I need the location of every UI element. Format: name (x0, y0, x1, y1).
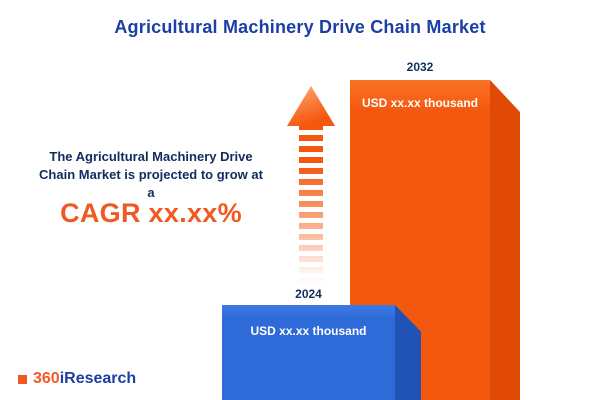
bar-2024-value-label: USD xx.xx thousand (250, 324, 367, 338)
description-line1: The Agricultural Machinery Drive (49, 149, 253, 164)
cagr-value: CAGR xx.xx% (60, 198, 242, 228)
page-title: Agricultural Machinery Drive Chain Marke… (114, 17, 486, 37)
description-line2: Chain Market is projected to grow at (39, 167, 263, 182)
growth-arrow-icon (287, 86, 335, 288)
growth-arrow-fade (299, 124, 323, 288)
logo-square-icon (18, 374, 27, 384)
logo-text: 360iResearch (33, 371, 136, 387)
bar-2032-value-label: USD xx.xx thousand (361, 96, 479, 110)
logo-suffix: iResearch (59, 370, 137, 387)
bar-2032-side (490, 80, 520, 400)
growth-arrow-head (287, 86, 335, 126)
bar-2024-front (222, 305, 395, 400)
brand-logo: 360iResearch (18, 371, 136, 387)
description-line3: a (147, 185, 155, 200)
bar-2032-year-label: 2032 (406, 60, 434, 74)
market-description: The Agricultural Machinery Drive Chain M… (8, 148, 294, 202)
bar-2024-year-label: 2024 (295, 287, 322, 301)
logo-prefix: 360 (33, 370, 60, 387)
